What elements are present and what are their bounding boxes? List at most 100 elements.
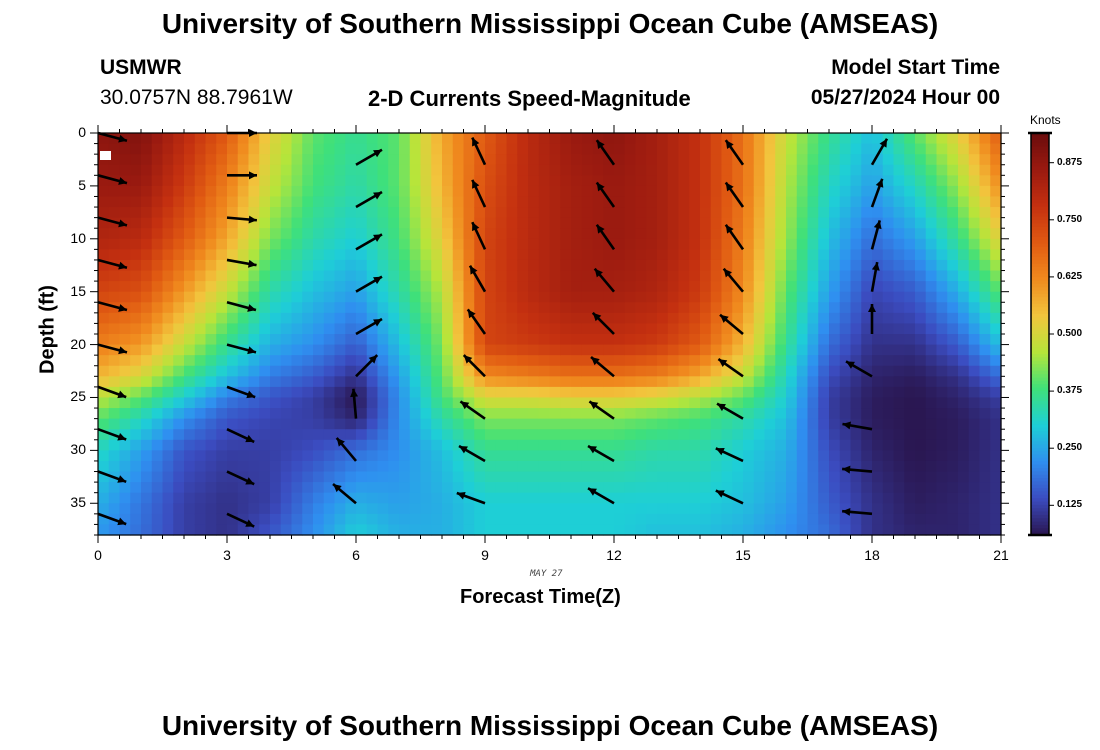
heatmap-cell <box>581 154 594 166</box>
heatmap-cell <box>947 281 959 293</box>
heatmap-cell <box>485 323 497 335</box>
heatmap-cell <box>506 513 518 526</box>
heatmap-cell <box>323 185 336 198</box>
heatmap-cell <box>399 207 411 219</box>
heatmap-cell <box>936 291 948 303</box>
heatmap-cell <box>581 429 594 441</box>
heatmap-cell <box>506 281 518 293</box>
heatmap-cell <box>592 482 604 494</box>
heatmap-cell <box>829 154 841 166</box>
heatmap-cell <box>743 513 755 526</box>
heatmap-cell <box>829 281 841 293</box>
heatmap-cell <box>829 513 841 526</box>
heatmap-cell <box>141 259 153 272</box>
heatmap-cell <box>915 344 927 356</box>
colorbar-segment <box>1031 451 1049 456</box>
heatmap-cell <box>506 143 518 155</box>
heatmap-cell <box>377 365 389 377</box>
heatmap-cell <box>431 503 443 515</box>
heatmap-cell <box>270 439 282 451</box>
heatmap-cell <box>710 196 723 208</box>
colorbar-segment <box>1031 424 1049 429</box>
heatmap-cell <box>807 228 819 240</box>
heatmap-cell <box>968 513 981 526</box>
heatmap-cell <box>420 460 432 473</box>
heatmap-cell <box>850 460 862 473</box>
heatmap-cell <box>581 133 594 145</box>
heatmap-cell <box>893 503 905 515</box>
heatmap-cell <box>270 513 282 526</box>
heatmap-cell <box>936 302 948 314</box>
heatmap-cell <box>549 238 561 250</box>
heatmap-cell <box>829 418 841 430</box>
current-vector-head <box>118 134 127 143</box>
heatmap-cell <box>915 323 927 335</box>
heatmap-cell <box>506 259 518 272</box>
heatmap-cell <box>302 418 314 430</box>
heatmap-cell <box>764 270 776 282</box>
heatmap-cell <box>560 270 572 282</box>
heatmap-cell <box>506 524 518 536</box>
heatmap-cell <box>399 513 411 526</box>
heatmap-cell <box>861 217 873 229</box>
heatmap-cell <box>850 418 862 430</box>
heatmap-cell <box>947 408 959 420</box>
heatmap-cell <box>334 302 346 314</box>
heatmap-cell <box>678 439 690 451</box>
heatmap-cell <box>194 482 207 494</box>
heatmap-cell <box>990 503 1002 515</box>
heatmap-cell <box>764 344 776 356</box>
colorbar-segment <box>1031 136 1049 141</box>
heatmap-cell <box>818 164 830 176</box>
heatmap-cell <box>893 429 905 441</box>
heatmap-cell <box>614 185 626 198</box>
heatmap-cell <box>689 450 701 462</box>
heatmap-cell <box>141 482 153 494</box>
heatmap-cell <box>302 302 314 314</box>
heatmap-cell <box>882 524 895 536</box>
heatmap-cell <box>517 185 529 198</box>
heatmap-cell <box>130 460 142 473</box>
heatmap-cell <box>936 450 948 462</box>
heatmap-cell <box>205 439 217 451</box>
heatmap-cell <box>743 185 755 198</box>
heatmap-cell <box>958 439 970 451</box>
heatmap-cell <box>657 355 669 367</box>
heatmap-cell <box>560 164 572 176</box>
heatmap-cell <box>646 386 658 399</box>
heatmap-cell <box>130 133 142 145</box>
heatmap-cell <box>807 217 819 229</box>
heatmap-cell <box>786 291 798 303</box>
heatmap-cell <box>700 281 712 293</box>
heatmap-cell <box>947 386 959 399</box>
heatmap-cell <box>839 175 852 187</box>
heatmap-cell <box>979 185 991 198</box>
heatmap-cell <box>614 471 626 483</box>
heatmap-cell <box>98 503 110 515</box>
heatmap-cell <box>893 207 905 219</box>
colorbar-segment <box>1031 357 1049 362</box>
heatmap-cell <box>635 503 647 515</box>
heatmap-cell <box>313 334 325 346</box>
heatmap-cell <box>431 365 443 377</box>
heatmap-cell <box>689 397 701 409</box>
heatmap-cell <box>345 207 357 219</box>
heatmap-cell <box>345 185 357 198</box>
heatmap-cell <box>506 302 518 314</box>
heatmap-cell <box>334 492 346 504</box>
heatmap-cell <box>442 249 454 261</box>
heatmap-cell <box>388 482 400 494</box>
heatmap-cell <box>302 365 314 377</box>
heatmap-cell <box>528 334 540 346</box>
heatmap-cell <box>614 429 626 441</box>
heatmap-cell <box>549 175 561 187</box>
heatmap-cell <box>560 323 572 335</box>
heatmap-cell <box>463 365 475 377</box>
heatmap-cell <box>323 281 336 293</box>
heatmap-cell <box>667 524 680 536</box>
heatmap-cell <box>141 207 153 219</box>
heatmap-cell <box>979 344 991 356</box>
heatmap-cell <box>227 281 239 293</box>
heatmap-cell <box>882 238 895 250</box>
heatmap-cell <box>313 492 325 504</box>
